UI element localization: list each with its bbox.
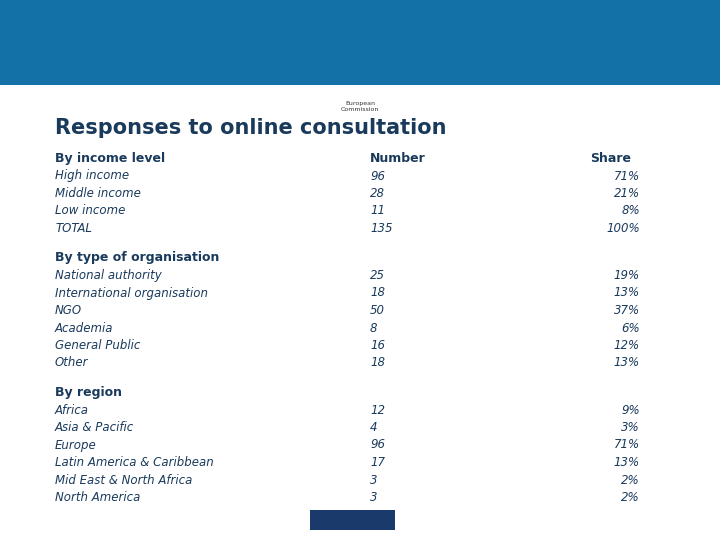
Text: 50: 50 <box>370 304 385 317</box>
Text: Academia: Academia <box>55 321 114 334</box>
Text: NGO: NGO <box>55 304 82 317</box>
Text: 8%: 8% <box>621 205 640 218</box>
Text: 25: 25 <box>370 269 385 282</box>
Text: Responses to online consultation: Responses to online consultation <box>55 118 446 138</box>
Text: 100%: 100% <box>606 222 640 235</box>
Text: 21%: 21% <box>614 187 640 200</box>
Text: 9%: 9% <box>621 403 640 416</box>
Text: By region: By region <box>55 386 122 399</box>
Text: National authority: National authority <box>55 269 162 282</box>
Text: 3: 3 <box>370 491 377 504</box>
Text: 11: 11 <box>370 205 385 218</box>
Text: 37%: 37% <box>614 304 640 317</box>
Text: 96: 96 <box>370 170 385 183</box>
Text: Europe: Europe <box>55 438 96 451</box>
Text: Asia & Pacific: Asia & Pacific <box>55 421 134 434</box>
Bar <box>0 0 720 85</box>
Text: 16: 16 <box>370 339 385 352</box>
Text: TOTAL: TOTAL <box>55 222 92 235</box>
Text: 28: 28 <box>370 187 385 200</box>
Text: Middle income: Middle income <box>55 187 141 200</box>
Text: Number: Number <box>370 152 426 165</box>
Text: 18: 18 <box>370 356 385 369</box>
Text: General Public: General Public <box>55 339 140 352</box>
Text: 2%: 2% <box>621 491 640 504</box>
Text: 18: 18 <box>370 287 385 300</box>
Text: Africa: Africa <box>55 403 89 416</box>
Text: 6%: 6% <box>621 321 640 334</box>
Text: North America: North America <box>55 491 140 504</box>
Text: European
Commission: European Commission <box>341 101 379 112</box>
Text: 135: 135 <box>370 222 392 235</box>
Text: 13%: 13% <box>614 287 640 300</box>
Text: Mid East & North Africa: Mid East & North Africa <box>55 474 192 487</box>
Text: 13%: 13% <box>614 356 640 369</box>
Text: 12: 12 <box>370 403 385 416</box>
Text: 71%: 71% <box>614 170 640 183</box>
Text: 71%: 71% <box>614 438 640 451</box>
Text: Other: Other <box>55 356 89 369</box>
Text: Share: Share <box>590 152 631 165</box>
Text: By type of organisation: By type of organisation <box>55 252 220 265</box>
Text: 2%: 2% <box>621 474 640 487</box>
Bar <box>310 510 395 530</box>
Text: 8: 8 <box>370 321 377 334</box>
Text: 96: 96 <box>370 438 385 451</box>
Text: 12%: 12% <box>614 339 640 352</box>
Text: 4: 4 <box>370 421 377 434</box>
Text: International organisation: International organisation <box>55 287 208 300</box>
Text: 3%: 3% <box>621 421 640 434</box>
Text: 19%: 19% <box>614 269 640 282</box>
Text: 17: 17 <box>370 456 385 469</box>
Text: By income level: By income level <box>55 152 165 165</box>
Text: 13%: 13% <box>614 456 640 469</box>
Text: Low income: Low income <box>55 205 125 218</box>
Text: High income: High income <box>55 170 129 183</box>
Text: Latin America & Caribbean: Latin America & Caribbean <box>55 456 214 469</box>
Text: 3: 3 <box>370 474 377 487</box>
